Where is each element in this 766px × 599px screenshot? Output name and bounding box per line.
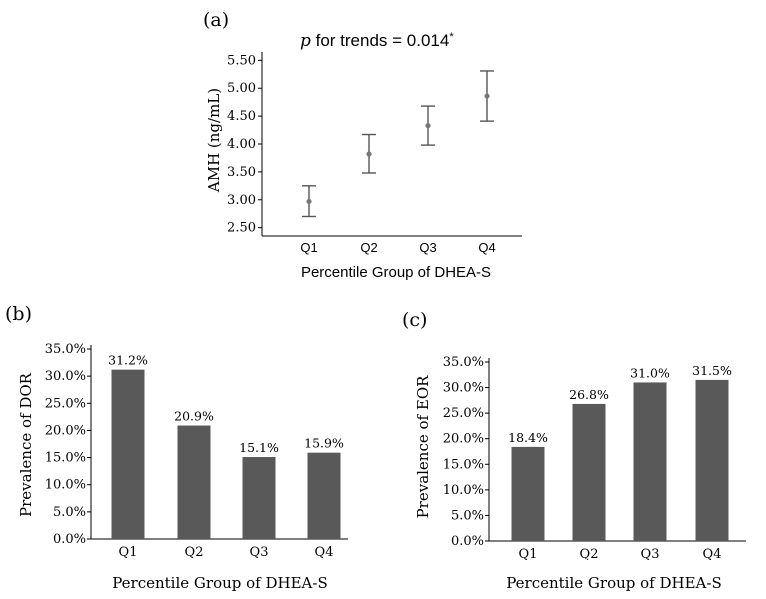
panel-a: (a) p for trends = 0.014* 2.50 3.00 3.50 4.… (203, 9, 522, 281)
panel-b-ytick-label: 0.0% (53, 532, 86, 547)
panel-c-data-label-q4: 31.5% (692, 363, 732, 378)
panel-b-bar-q2 (177, 425, 211, 539)
panel-c-ytick-label: 0.0% (451, 534, 484, 549)
panel-c-ylabel: Prevalence of EOR (414, 375, 432, 519)
panel-c-data-label-q3: 31.0% (630, 365, 670, 380)
panel-c-data-label-q2: 26.8% (569, 387, 609, 402)
panel-c-ytick-label: 30.0% (443, 381, 484, 396)
panel-c-xtick-label: Q3 (641, 547, 660, 562)
panel-b-xtick-label: Q1 (119, 545, 138, 560)
point-q4 (484, 93, 490, 99)
panel-c-xtick-label: Q4 (703, 547, 722, 562)
panel-a-ytick-label: 2.50 (227, 221, 256, 236)
panel-c-axes: 0.0% 5.0% 10.0% 15.0% 20.0% 25.0% 30.0% 35.0% 18… (443, 355, 746, 562)
panel-b-ytick-label: 5.0% (53, 505, 86, 520)
panel-a-xtick-label: Q3 (419, 240, 436, 255)
panel-b-bar-q4 (307, 452, 341, 539)
point-q1 (306, 198, 312, 205)
panel-b-xtick-label: Q3 (250, 545, 269, 560)
panel-c: (c) 0.0% 5.0% 10.0% 15.0% 20.0% 25.0% 30.0% 35.… (402, 309, 746, 592)
panel-b-letter: (b) (5, 303, 32, 325)
panel-c-data-label-q1: 18.4% (508, 430, 548, 445)
panel-b-xtick-label: Q2 (185, 545, 204, 560)
panel-a-ytick-label: 3.50 (227, 165, 256, 180)
panel-a-title-star: * (449, 31, 454, 43)
panel-b-xtick-label: Q4 (315, 545, 334, 560)
panel-b-ytick-label: 35.0% (45, 342, 86, 357)
panel-a-xtick-label: Q1 (300, 240, 317, 255)
panel-b-ytick-label: 10.0% (45, 478, 86, 493)
panel-c-bar-q3 (633, 382, 667, 541)
point-q3 (425, 123, 431, 129)
panel-a-ytick-label: 4.00 (227, 137, 256, 152)
panel-c-ytick-label: 5.0% (451, 508, 484, 523)
panel-a-axes: 2.50 3.00 3.50 4.00 4.50 5.00 5.50 Q1 Q2 Q3 Q4 (227, 52, 522, 255)
panel-b-data-label-q3: 15.1% (239, 440, 279, 455)
panel-a-title: p for trends = 0.014* (300, 31, 454, 51)
panel-a-ylabel: AMH (ng/mL) (205, 88, 223, 193)
panel-c-bar-q2 (572, 403, 606, 541)
panel-a-ytick-label: 5.50 (227, 53, 256, 68)
point-q2 (366, 151, 372, 157)
panel-b-ytick-label: 30.0% (45, 369, 86, 384)
panel-c-letter: (c) (402, 309, 427, 331)
panel-b-ytick-label: 20.0% (45, 423, 86, 438)
panel-c-ytick-label: 25.0% (443, 406, 484, 421)
panel-a-title-p: p (300, 31, 311, 51)
panel-b-data-label-q4: 15.9% (304, 436, 344, 451)
panel-b-data-label-q2: 20.9% (174, 409, 214, 424)
panel-a-xlabel: Percentile Group of DHEA-S (301, 264, 491, 281)
panel-c-ytick-label: 10.0% (443, 483, 484, 498)
panel-b-ytick-label: 15.0% (45, 451, 86, 466)
panel-a-title-rest: for trends = 0.014 (311, 31, 449, 50)
panel-b-ylabel: Prevalence of DOR (17, 372, 35, 517)
panel-a-ytick-label: 3.00 (227, 193, 256, 208)
panel-c-bar-q1 (511, 446, 545, 541)
panel-b: (b) 0.0% 5.0% 10.0% 15.0% 20.0% 25.0% 30.0% 35.… (5, 303, 348, 592)
panel-a-ytick-label: 5.00 (227, 81, 256, 96)
panel-c-xlabel: Percentile Group of DHEA-S (506, 574, 721, 592)
panel-c-bar-q4 (695, 379, 729, 541)
panel-a-xtick-label: Q2 (360, 240, 377, 255)
panel-a-letter: (a) (203, 9, 229, 31)
panel-b-ytick-label: 25.0% (45, 396, 86, 411)
panel-b-xlabel: Percentile Group of DHEA-S (112, 574, 327, 592)
watermark-text: 知乎 @生殖生物学的医生 (556, 558, 748, 578)
panel-c-xtick-label: Q2 (580, 547, 599, 562)
panel-c-xtick-label: Q1 (519, 547, 538, 562)
panel-b-axes: 0.0% 5.0% 10.0% 15.0% 20.0% 25.0% 30.0% 35.0% 31… (45, 342, 348, 560)
panel-c-ytick-label: 35.0% (443, 355, 484, 370)
panel-b-bar-q1 (111, 369, 145, 539)
panel-a-xtick-label: Q4 (478, 240, 495, 255)
panel-b-bar-q3 (242, 457, 276, 539)
panel-b-data-label-q1: 31.2% (108, 353, 148, 368)
panel-c-ytick-label: 20.0% (443, 432, 484, 447)
panel-c-ytick-label: 15.0% (443, 457, 484, 472)
panel-a-ytick-label: 4.50 (227, 109, 256, 124)
